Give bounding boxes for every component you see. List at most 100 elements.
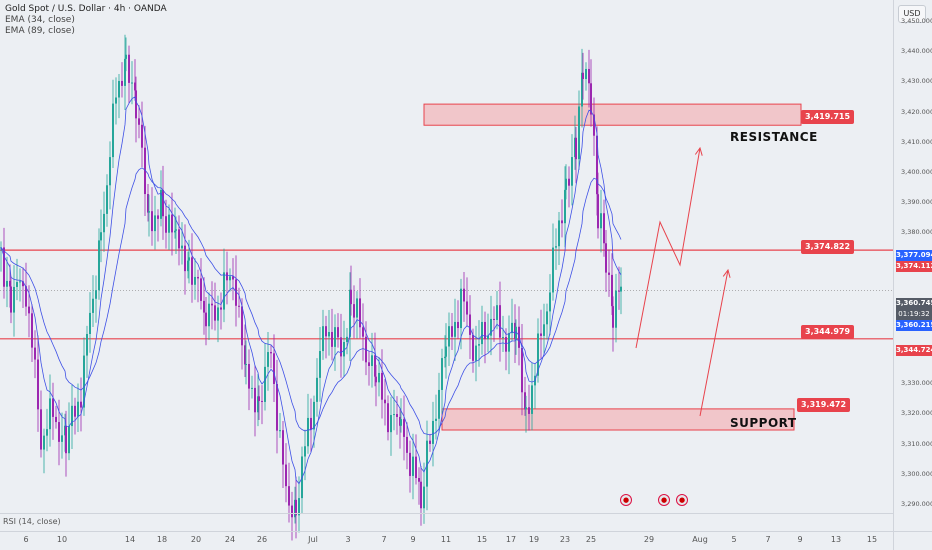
candle-body	[19, 281, 21, 283]
us-event-flag-icon[interactable]: ●	[620, 494, 632, 506]
candle-body	[322, 326, 324, 352]
ema89-price-tag: 3,360.215	[896, 320, 932, 331]
candle-body	[515, 326, 517, 340]
candle-body	[109, 157, 111, 186]
candle-body	[593, 114, 595, 136]
candle-body	[463, 288, 465, 302]
candle-body	[454, 321, 456, 337]
candle-body	[245, 363, 247, 365]
candle-body	[390, 415, 392, 433]
upper-level-badge: 3,374.822	[801, 240, 855, 254]
candle-body	[121, 80, 123, 86]
candle-body	[384, 399, 386, 404]
candle-body	[147, 194, 149, 213]
time-tick-label: 25	[585, 535, 597, 544]
level2-price-tag: 3,344.724	[896, 345, 932, 356]
candle-body	[205, 312, 207, 327]
candle-body	[58, 422, 60, 442]
candle-body	[524, 392, 526, 410]
ema-lines-layer	[0, 96, 622, 485]
symbol-title[interactable]: Gold Spot / U.S. Dollar · 4h · OANDA	[5, 4, 167, 14]
candle-body	[226, 272, 228, 281]
candle-body	[135, 90, 137, 119]
candle-body	[472, 334, 474, 361]
candle-body	[34, 347, 36, 360]
candle-body	[603, 213, 605, 244]
candle-body	[387, 403, 389, 433]
candle-body	[350, 289, 352, 305]
ema89-legend[interactable]: EMA (89, close)	[5, 26, 75, 36]
candle-body	[165, 216, 167, 233]
candle-body	[291, 505, 293, 518]
candle-body	[148, 211, 150, 213]
candle-body	[525, 407, 527, 410]
candle-body	[171, 214, 173, 233]
candle-body	[160, 189, 162, 219]
candle-body	[144, 147, 146, 195]
candle-body	[493, 318, 495, 320]
candle-body	[590, 83, 592, 115]
candle-body	[578, 106, 580, 160]
candle-body	[396, 414, 398, 417]
time-tick-label: 14	[124, 535, 136, 544]
candle-body	[368, 362, 370, 366]
candle-body	[200, 278, 202, 301]
ema34-legend[interactable]: EMA (34, close)	[5, 15, 75, 25]
candle-body	[451, 326, 453, 337]
countdown-tag: 01:19:32	[896, 309, 932, 320]
candles-layer	[0, 34, 622, 541]
candle-body	[100, 232, 102, 241]
time-tick-label: 17	[505, 535, 517, 544]
candle-body	[83, 355, 85, 408]
candle-body	[420, 481, 422, 509]
candle-body	[264, 366, 266, 402]
time-tick-label: 9	[410, 535, 416, 544]
time-tick-label: 24	[224, 535, 236, 544]
candle-body	[611, 274, 613, 307]
candle-body	[400, 419, 402, 426]
candle-body	[89, 312, 91, 334]
us-event-flag-icon[interactable]: ●	[676, 494, 688, 506]
candle-body	[581, 72, 583, 107]
candle-body	[92, 298, 94, 313]
candle-body	[596, 135, 598, 195]
candle-body	[334, 327, 336, 347]
candle-body	[273, 353, 275, 384]
candle-body	[178, 229, 180, 249]
candle-body	[378, 372, 380, 383]
time-tick-label: 23	[559, 535, 571, 544]
candle-body	[55, 416, 57, 423]
currency-button[interactable]: USD	[898, 5, 926, 23]
candle-body	[426, 440, 428, 487]
bullish-projection-arrow-head	[694, 146, 703, 156]
time-tick-label: 10	[56, 535, 68, 544]
candle-body	[575, 137, 577, 160]
price-tick-label: 3,440.000	[901, 47, 932, 56]
candle-body	[174, 230, 176, 233]
us-event-flag-icon[interactable]: ●	[658, 494, 670, 506]
candle-body	[46, 429, 48, 436]
price-tick-label: 3,420.000	[901, 107, 932, 116]
candle-body	[52, 398, 54, 417]
candle-body	[251, 387, 253, 389]
rsi-legend[interactable]: RSI (14, close)	[3, 517, 61, 526]
candle-body	[415, 456, 417, 479]
candle-body	[229, 276, 231, 281]
candle-body	[270, 352, 272, 354]
candle-body	[154, 215, 156, 232]
candle-body	[248, 363, 250, 389]
candle-body	[618, 290, 620, 292]
candle-body	[490, 318, 492, 336]
candle-body	[475, 345, 477, 361]
candle-body	[43, 435, 45, 450]
candle-body	[487, 335, 489, 340]
candle-body	[469, 314, 471, 335]
candle-body	[496, 305, 498, 320]
current-price-tag: 3,360.745	[896, 298, 932, 309]
levels-layer	[0, 249, 893, 340]
candle-body	[565, 178, 567, 190]
candle-body	[118, 80, 120, 98]
candle-body	[393, 414, 395, 416]
candle-body	[217, 307, 219, 321]
